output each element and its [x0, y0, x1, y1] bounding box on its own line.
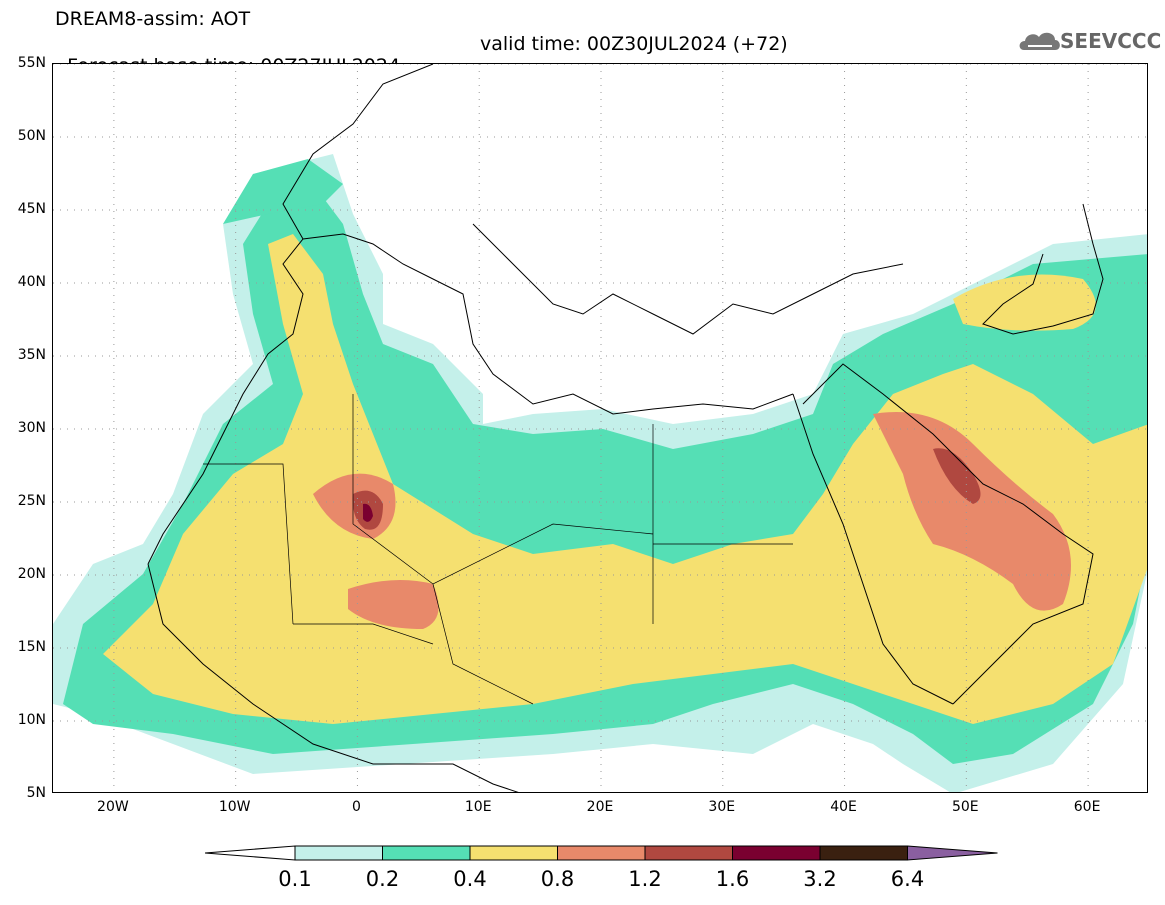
coastlines	[147, 64, 1104, 792]
lat-tick-label: 40N	[17, 274, 46, 290]
aot-band-1.2-gulf	[933, 448, 981, 504]
lon-tick-label: 20E	[586, 799, 614, 815]
logo-text: SEEVCCC	[1060, 29, 1162, 53]
colorbar-tick-label: 0.8	[540, 867, 575, 891]
lat-tick-label: 35N	[17, 347, 46, 363]
aot-band-0.2-north	[223, 159, 343, 224]
colorbar-segment	[732, 845, 821, 861]
lat-tick-label: 15N	[17, 639, 46, 655]
aot-field	[53, 154, 1147, 792]
colorbar-tick-label: 1.2	[628, 867, 662, 891]
coastline-italy-balkans	[472, 223, 904, 335]
colorbar-segment	[819, 845, 908, 861]
lon-tick-label: 10W	[218, 799, 251, 815]
aot-band-0.4-caspian	[953, 274, 1096, 331]
lat-tick-label: 25N	[17, 493, 46, 509]
lon-tick-label: 50E	[951, 799, 979, 815]
colorbar-tick-label: 0.2	[365, 867, 400, 891]
chart-title: DREAM8-assim: AOT	[55, 8, 251, 30]
lat-tick-label: 20N	[17, 566, 46, 582]
colorbar-tick-label: 3.2	[803, 867, 837, 891]
lat-tick-label: 55N	[17, 55, 46, 71]
lon-tick-label: 40E	[830, 799, 857, 815]
colorbar-tick-label: 6.4	[890, 867, 925, 891]
lat-tick-label: 45N	[17, 201, 46, 217]
lon-tick-label: 60E	[1073, 799, 1101, 815]
colorbar-tick-label: 0.4	[453, 867, 487, 891]
colorbar-segment	[469, 845, 558, 861]
coastline-europe	[282, 64, 434, 240]
colorbar-segment	[205, 845, 296, 861]
aot-band-0.8-niger	[348, 580, 439, 629]
map-panel	[52, 63, 1148, 793]
colorbar-segment	[557, 845, 646, 861]
lon-tick-label: 30E	[708, 799, 736, 815]
coastline-west-africa	[147, 233, 794, 565]
coastline-gulf-guinea	[147, 563, 519, 792]
country-borders	[203, 394, 793, 705]
lat-tick-label: 30N	[17, 420, 46, 436]
aot-map	[53, 64, 1147, 792]
colorbar-segment	[382, 845, 471, 861]
aot-band-1.6	[363, 503, 373, 522]
graticule	[53, 64, 1147, 792]
cloud-icon	[1019, 32, 1060, 50]
colorbar-segment	[907, 845, 998, 861]
lon-tick-label: 10E	[464, 799, 492, 815]
lat-tick-label: 5N	[26, 785, 46, 801]
lon-tick-label: 0	[351, 799, 361, 815]
coastline-red-sea	[792, 393, 954, 705]
coastline-caspian	[982, 203, 1104, 335]
colorbar-segment	[294, 845, 383, 861]
valid-time-label: valid time: 00Z30JUL2024 (+72)	[480, 33, 788, 55]
colorbar-tick-label: 0.1	[278, 867, 312, 891]
lon-tick-label: 20W	[97, 799, 129, 815]
colorbar-tick-label: 1.6	[715, 867, 750, 891]
lat-tick-label: 50N	[17, 128, 46, 144]
aot-band-0.8-gulf	[873, 412, 1071, 611]
coastline-arabia	[802, 363, 1094, 705]
lat-tick-label: 10N	[17, 712, 46, 728]
colorbar-segment	[644, 845, 733, 861]
colorbar	[205, 845, 998, 861]
